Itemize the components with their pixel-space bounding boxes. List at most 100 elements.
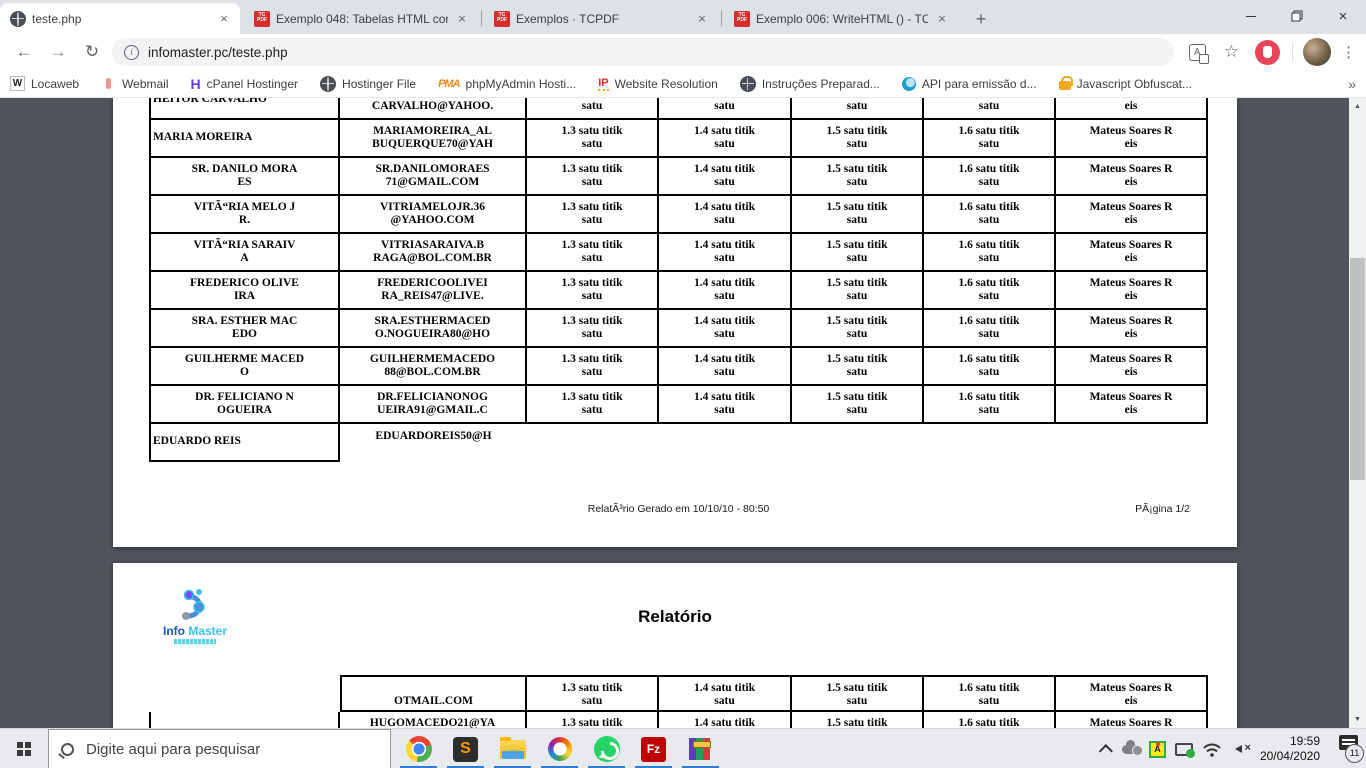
toolbar-right: A ☆ ⋮ xyxy=(1188,34,1366,70)
back-button[interactable]: ← xyxy=(15,42,33,61)
report-title: Relatório xyxy=(638,607,712,626)
tab-exemplos-tcpdf[interactable]: TC PDF Exemplos · TCPDF × xyxy=(484,3,718,34)
cell-email: FREDERICOOLIVEI RA_REIS47@LIVE. xyxy=(340,272,527,308)
new-tab-button[interactable]: + xyxy=(975,9,987,29)
tab-close-icon[interactable]: × xyxy=(220,11,228,26)
taskbar-filezilla[interactable]: Fz xyxy=(630,729,677,768)
taskbar-winrar[interactable] xyxy=(677,729,724,768)
restore-button[interactable] xyxy=(1274,0,1320,32)
scrollbar[interactable]: ▲ ▼ xyxy=(1349,98,1366,728)
tab-close-icon[interactable]: × xyxy=(458,11,466,26)
antivirus-icon[interactable]: A xyxy=(1148,740,1166,758)
tab-exemplo-006[interactable]: TC PDF Exemplo 006: WriteHTML () - TCP × xyxy=(724,3,958,34)
taskbar-chrome[interactable] xyxy=(395,729,442,768)
file-explorer-icon xyxy=(499,736,526,759)
bookmark-website-resolution[interactable]: IP Website Resolution xyxy=(598,77,718,91)
device-status-icon[interactable] xyxy=(1174,742,1195,758)
taskbar-sublime[interactable]: S xyxy=(442,729,489,768)
cell-15: 1.5 satu titik satu xyxy=(792,158,924,194)
tab-close-icon[interactable]: × xyxy=(698,11,706,26)
table-row: FREDERICO OLIVE IRA FREDERICOOLIVEI RA_R… xyxy=(149,272,1208,310)
table-row: EDUARDO REIS EDUARDOREIS50@H xyxy=(149,424,1208,462)
extension-hand-icon[interactable] xyxy=(1255,39,1280,65)
taskbar-navicat[interactable] xyxy=(536,729,583,768)
tab-title: Exemplo 048: Tabelas HTML com xyxy=(276,11,448,26)
scroll-up-icon[interactable]: ▲ xyxy=(1354,103,1361,110)
taskbar-whatsapp[interactable] xyxy=(583,729,630,768)
cell-14: 1.4 satu titik satu xyxy=(659,348,792,384)
page-info-icon[interactable]: i xyxy=(124,44,139,60)
cell-14: 1.4 satu titik satu xyxy=(659,234,792,270)
cell-13: 1.3 satu titik satu xyxy=(527,158,659,194)
cell-resp: Mateus Soares R eis xyxy=(1056,386,1208,422)
tab-exemplo-048[interactable]: TC PDF Exemplo 048: Tabelas HTML com × xyxy=(244,3,478,34)
taskbar-clock[interactable]: 19:59 20/04/2020 xyxy=(1260,734,1320,764)
cell-15: 1.5 satu titik satu xyxy=(792,386,924,422)
cell-16: 1.6 satu titik satu xyxy=(924,120,1056,156)
cell-13: 1.3 satu titik satu xyxy=(527,386,659,422)
system-tray: A × 19:59 20/04/2020 11 xyxy=(1098,729,1366,768)
forward-button[interactable]: → xyxy=(49,42,67,61)
cell-email: VITRIAMELOJR.36 @YAHOO.COM xyxy=(340,196,527,232)
cell-13: 1.3 satu titik satu xyxy=(527,675,659,712)
cell-email: EDUARDOREIS50@H xyxy=(375,430,492,442)
minimize-icon xyxy=(1246,15,1256,17)
taskbar-explorer[interactable] xyxy=(489,729,536,768)
bookmark-star-icon[interactable]: ☆ xyxy=(1223,42,1239,61)
logo-text-master: Master xyxy=(188,624,228,638)
bookmark-phpmyadmin[interactable]: PMA phpMyAdmin Hosti... xyxy=(438,77,576,91)
url-text[interactable]: infomaster.pc/teste.php xyxy=(148,44,288,60)
cell-email: GUILHERMEMACEDO 88@BOL.COM.BR xyxy=(340,348,527,384)
address-bar[interactable]: i infomaster.pc/teste.php xyxy=(112,38,1174,66)
start-button[interactable] xyxy=(0,729,48,768)
report-table-page1: HEITOR CARVALHO CARVALHO@YAHOO. satu sat… xyxy=(149,98,1208,462)
taskbar-apps: S Fz xyxy=(395,729,724,768)
tab-teste-php[interactable]: teste.php × xyxy=(0,3,240,34)
bookmarks-overflow-icon[interactable]: » xyxy=(1348,75,1356,92)
notification-center[interactable]: 11 xyxy=(1332,729,1366,768)
infomaster-logo-icon xyxy=(182,589,205,620)
webmail-icon xyxy=(106,78,112,89)
cell-email: SRA.ESTHERMACED O.NOGUEIRA80@HO xyxy=(340,310,527,346)
browser-menu-icon[interactable]: ⋮ xyxy=(1341,44,1356,61)
whatsapp-icon xyxy=(593,736,620,762)
wifi-icon[interactable] xyxy=(1202,742,1222,757)
bookmark-instrucoes[interactable]: Instruções Preparad... xyxy=(739,75,880,92)
bookmark-locaweb[interactable]: W Locaweb xyxy=(10,76,79,91)
scrollbar-thumb[interactable] xyxy=(1350,258,1365,480)
cell-email: OTMAIL.COM xyxy=(340,675,527,712)
volume-muted-icon[interactable]: × xyxy=(1231,741,1251,757)
tab-close-icon[interactable]: × xyxy=(938,11,946,26)
scroll-down-icon[interactable]: ▼ xyxy=(1354,716,1361,723)
cell-name: SR. DANILO MORA ES xyxy=(149,158,340,194)
search-placeholder: Digite aqui para pesquisar xyxy=(86,740,261,758)
minimize-button[interactable] xyxy=(1228,0,1274,32)
cell-name: GUILHERME MACED O xyxy=(149,348,340,384)
api-icon xyxy=(901,76,916,91)
table-row: HEITOR CARVALHO CARVALHO@YAHOO. satu sat… xyxy=(149,98,1208,120)
table-row: VITÃ“RIA MELO J R. VITRIAMELOJR.36 @YAHO… xyxy=(149,196,1208,234)
bookmark-api-emissao[interactable]: API para emissão d... xyxy=(901,76,1037,91)
onedrive-icon[interactable] xyxy=(1121,739,1143,756)
bookmark-cpanel-hostinger[interactable]: H cPanel Hostinger xyxy=(191,76,299,92)
cell-name: MARIA MOREIRA xyxy=(149,120,340,156)
cell-14: 1.4 satu titik xyxy=(659,712,792,728)
time: 19:59 xyxy=(1289,734,1320,748)
tray-expand-chevron-icon[interactable] xyxy=(1098,744,1113,759)
translate-icon[interactable]: A xyxy=(1188,43,1209,64)
tcpdf-favicon-icon: TC PDF xyxy=(734,10,750,27)
reload-button[interactable]: ↻ xyxy=(84,42,100,61)
cell-15: 1.5 satu titik xyxy=(792,712,924,728)
bookmark-label: cPanel Hostinger xyxy=(206,76,299,91)
taskbar-search[interactable]: Digite aqui para pesquisar xyxy=(48,729,391,768)
profile-avatar[interactable] xyxy=(1303,38,1331,66)
cell-13: satu xyxy=(527,98,659,118)
windows-logo-icon xyxy=(17,742,23,748)
bookmark-webmail[interactable]: Webmail xyxy=(101,77,169,91)
bookmark-js-obfuscator[interactable]: Javascript Obfuscat... xyxy=(1058,76,1192,91)
close-button[interactable]: × xyxy=(1338,7,1348,25)
cell-resp: Mateus Soares R eis xyxy=(1056,196,1208,232)
cell-14: 1.4 satu titik satu xyxy=(659,272,792,308)
bookmark-hostinger-file[interactable]: Hostinger File xyxy=(320,75,416,92)
bookmark-label: API para emissão d... xyxy=(921,76,1037,91)
